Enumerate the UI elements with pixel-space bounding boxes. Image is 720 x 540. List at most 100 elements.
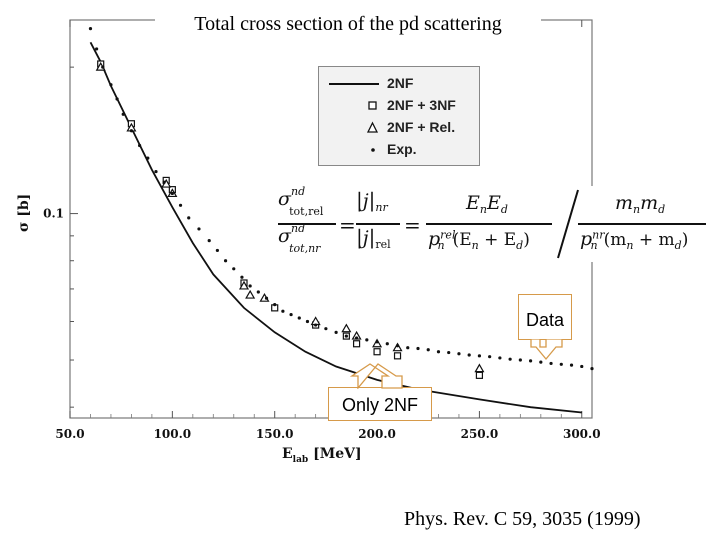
mass-symbol: m bbox=[615, 192, 634, 214]
data-point-dot bbox=[314, 323, 318, 327]
data-point-dot bbox=[129, 129, 134, 133]
legend-item-exp: Exp. bbox=[319, 139, 479, 161]
data-point-dot bbox=[232, 267, 236, 271]
data-point-dot bbox=[197, 227, 201, 231]
formula-j-top: |j|nr bbox=[356, 188, 388, 215]
open-paren-mass: (m bbox=[603, 230, 627, 250]
j-symbol: j bbox=[362, 227, 369, 249]
legend-dot-symbol bbox=[371, 148, 375, 152]
data-point-dot bbox=[256, 290, 260, 294]
sup-nd: nd bbox=[290, 184, 306, 198]
sub-n: n bbox=[437, 239, 445, 253]
formula-equals-1: = bbox=[339, 213, 356, 237]
data-point-triangle bbox=[341, 323, 352, 333]
sub-tot-rel: tot,rel bbox=[289, 205, 324, 219]
y-tick-label: 0.1 bbox=[43, 207, 64, 221]
x-tick-label: 100.0 bbox=[154, 427, 192, 441]
sup-rel: rel bbox=[440, 228, 456, 242]
data-point-dot bbox=[187, 216, 191, 220]
citation: Phys. Rev. C 59, 3035 (1999) bbox=[404, 508, 641, 530]
data-point-dot bbox=[375, 340, 379, 344]
data-point-dot bbox=[170, 191, 174, 196]
data-point-dot bbox=[334, 330, 338, 334]
data-point-dot bbox=[121, 112, 125, 116]
data-point-dot bbox=[162, 180, 166, 184]
data-point-dot bbox=[178, 203, 183, 207]
data-point-dot bbox=[416, 346, 420, 351]
data-point-dot bbox=[88, 27, 93, 31]
formula-j-bottom: |j|rel bbox=[356, 225, 391, 252]
sub-n: n bbox=[590, 239, 598, 253]
x-tick-label: 300.0 bbox=[563, 427, 601, 441]
data-point-dot bbox=[138, 143, 142, 148]
data-point-dot bbox=[115, 97, 119, 101]
data-point-dot bbox=[569, 363, 574, 367]
energy-symbol: E bbox=[466, 192, 480, 214]
x-tick-label: 250.0 bbox=[461, 427, 499, 441]
data-point-dot bbox=[406, 346, 410, 350]
momentum-symbol: p bbox=[580, 228, 593, 250]
sub-tot-nr: tot,nr bbox=[289, 242, 321, 256]
sub-d: d bbox=[658, 203, 666, 217]
fraction-bar-energy bbox=[426, 223, 552, 225]
sub-d: d bbox=[516, 239, 524, 253]
data-point-dot bbox=[354, 336, 359, 340]
data-point-dot bbox=[467, 353, 471, 357]
data-point-dot bbox=[223, 259, 228, 263]
formula-energy-denominator: preln (En + Ed) bbox=[428, 228, 540, 252]
formula-energy-numerator: EnEd bbox=[466, 192, 508, 216]
formula-mass-denominator: pnrn (mn + md) bbox=[580, 228, 696, 252]
data-point-dot bbox=[426, 348, 430, 352]
data-point-dot bbox=[146, 156, 150, 160]
sub-d: d bbox=[674, 239, 682, 253]
x-axis-label-sub: lab bbox=[293, 455, 309, 465]
data-point-dot bbox=[436, 350, 441, 354]
sub-rel: rel bbox=[375, 238, 391, 252]
callout-only-2nf-pointer bbox=[350, 363, 403, 389]
sub-n: n bbox=[479, 203, 487, 217]
data-point-dot bbox=[305, 319, 310, 324]
fraction-bar-sigma bbox=[278, 223, 336, 225]
data-point-dot bbox=[289, 312, 293, 317]
y-axis-label: σ [b] bbox=[16, 194, 32, 232]
legend-item-2nf-rel: 2NF + Rel. bbox=[319, 117, 479, 139]
data-point-dot bbox=[154, 169, 158, 174]
data-point-dot bbox=[590, 367, 594, 371]
data-point-dot bbox=[264, 296, 269, 300]
energy-symbol: E bbox=[486, 192, 501, 214]
callout-data: Data bbox=[518, 294, 572, 340]
fraction-bar-j bbox=[356, 223, 400, 225]
legend-line-symbol bbox=[329, 83, 379, 85]
sigma-symbol: σ bbox=[278, 225, 291, 247]
close-paren: ) bbox=[523, 230, 530, 250]
data-point-dot bbox=[447, 350, 451, 355]
formula-mass-numerator: mnmd bbox=[615, 192, 665, 216]
data-point-triangle bbox=[238, 280, 250, 290]
data-point-dot bbox=[508, 357, 512, 361]
data-point-dot bbox=[273, 302, 277, 307]
open-paren-energy: (E bbox=[452, 230, 472, 250]
division-slash bbox=[557, 189, 579, 259]
data-point-square bbox=[475, 371, 484, 379]
data-point-dot bbox=[580, 364, 584, 369]
data-point-dot bbox=[344, 334, 348, 338]
sigma-symbol: σ bbox=[278, 188, 291, 210]
formula-sigma-top: σnd tot,rel bbox=[278, 184, 339, 219]
formula-equals-2: = bbox=[404, 213, 421, 237]
data-point-dot bbox=[240, 275, 244, 279]
data-point-dot bbox=[95, 47, 99, 51]
momentum-symbol: p bbox=[428, 228, 441, 250]
x-tick-label: 150.0 bbox=[256, 427, 294, 441]
close-paren: ) bbox=[681, 230, 689, 250]
data-point-dot bbox=[477, 354, 482, 358]
x-axis-label-main: E bbox=[282, 446, 293, 462]
series-exp- bbox=[88, 27, 594, 371]
data-point-dot bbox=[528, 359, 533, 363]
data-point-square bbox=[373, 348, 381, 356]
data-point-dot bbox=[297, 316, 301, 320]
plus-mass: + m bbox=[633, 230, 675, 250]
sub-n: n bbox=[471, 239, 479, 253]
fraction-bar-mass bbox=[578, 223, 706, 225]
